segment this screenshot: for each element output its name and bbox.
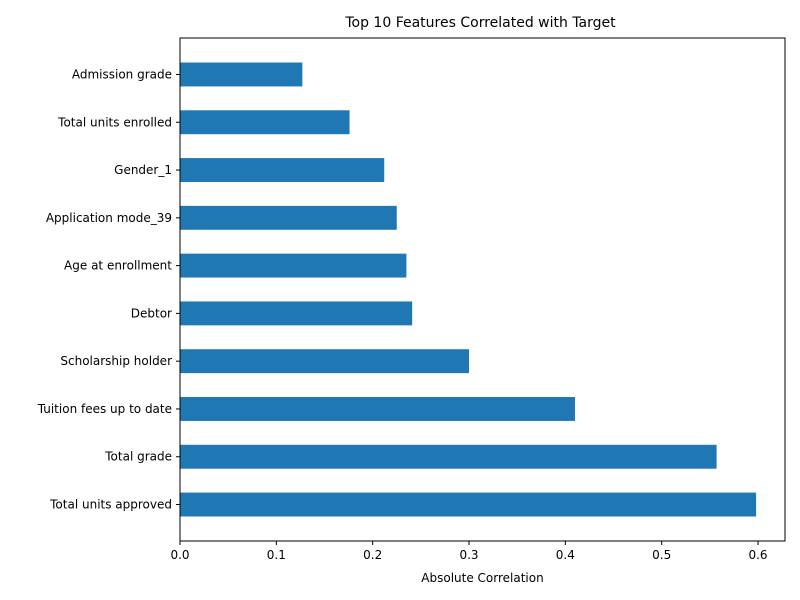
x-axis-label: Absolute Correlation [421, 571, 543, 585]
y-tick-label: Gender_1 [114, 163, 172, 177]
bar-total-grade [180, 444, 717, 469]
y-tick-label: Total grade [104, 450, 172, 464]
x-tick-label: 0.6 [748, 548, 767, 562]
bar-admission-grade [180, 62, 303, 87]
y-tick-label: Total units enrolled [57, 115, 172, 129]
bar-application-mode-39 [180, 205, 397, 230]
bar-tuition-fees-up-to-date [180, 397, 575, 421]
y-tick-label: Admission grade [72, 67, 172, 81]
bar-scholarship-holder [180, 349, 470, 374]
bar-total-units-approved [180, 492, 757, 517]
bars-layer [180, 62, 757, 517]
plot-frame [179, 37, 786, 542]
x-tick-label: 0.4 [556, 548, 575, 562]
bar-gender-1 [180, 158, 385, 182]
y-axis: Total units approved Total grade Tuition f… [37, 67, 180, 512]
bar-total-units-enrolled [180, 110, 350, 135]
x-tick-label: 0.1 [267, 548, 286, 562]
chart-title: Top 10 Features Correlated with Target [344, 15, 616, 31]
y-tick-label: Tuition fees up to date [37, 402, 172, 416]
y-tick-label: Debtor [131, 306, 172, 320]
x-axis: 0.0 0.1 0.2 0.3 0.4 0.5 0.6 [170, 541, 768, 562]
y-tick-label: Application mode_39 [46, 211, 172, 225]
bar-debtor [180, 301, 413, 326]
y-tick-label: Total units approved [49, 498, 172, 512]
y-tick-label: Scholarship holder [60, 354, 172, 368]
bar-age-at-enrollment [180, 253, 407, 278]
x-tick-label: 0.0 [170, 548, 189, 562]
y-tick-label: Age at enrollment [64, 259, 172, 273]
x-tick-label: 0.3 [459, 548, 478, 562]
x-tick-label: 0.2 [363, 548, 382, 562]
x-tick-label: 0.5 [652, 548, 671, 562]
